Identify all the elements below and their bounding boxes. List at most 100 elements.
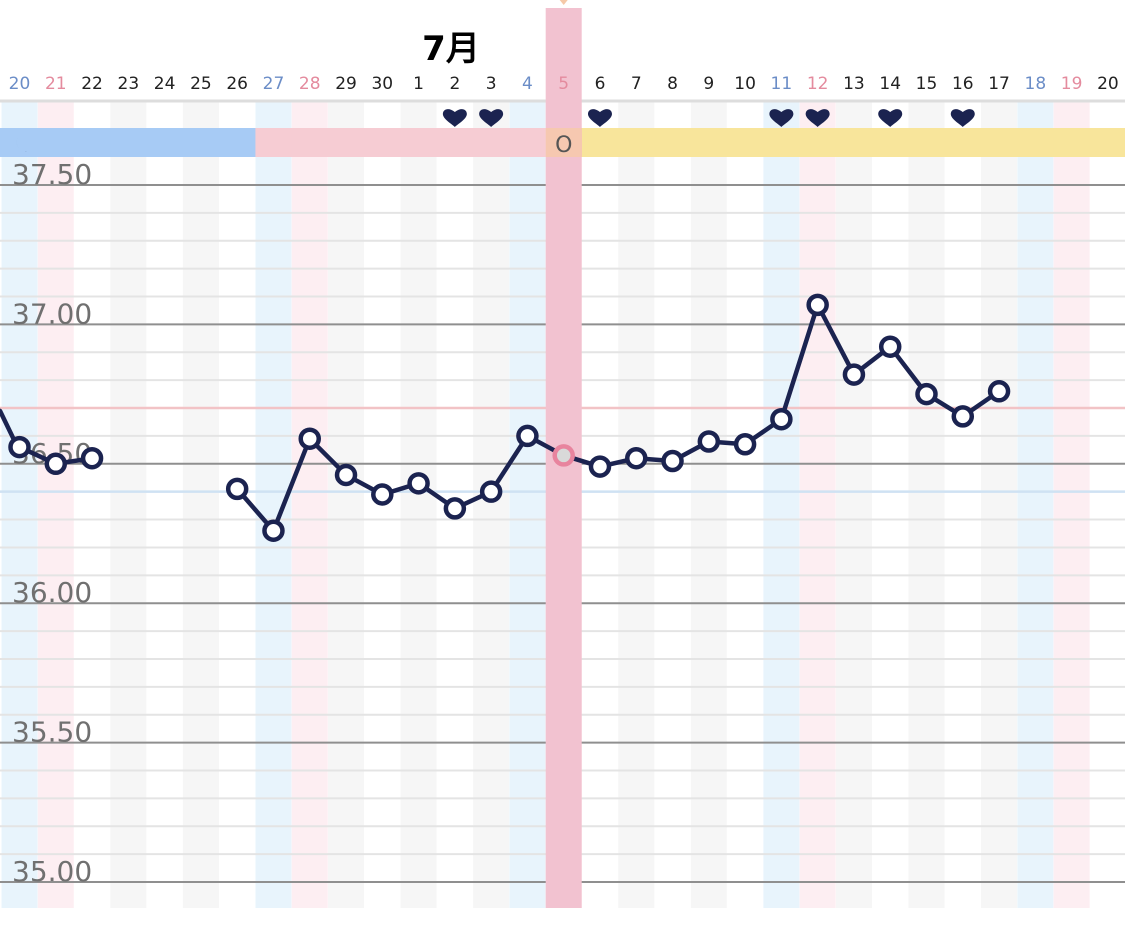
temperature-point [44, 452, 68, 476]
day-band [291, 100, 328, 908]
day-band [835, 100, 872, 908]
day-tick-label: 24 [154, 74, 176, 94]
day-tick-label: 9 [703, 74, 714, 94]
day-tick-label: 6 [595, 74, 606, 94]
day-band [908, 100, 945, 908]
temperature-point [661, 449, 684, 473]
day-tick-label: 20 [9, 74, 31, 94]
day-band [763, 100, 800, 908]
day-tick-label: 21 [45, 74, 67, 94]
temperature-point [625, 446, 648, 470]
day-tick-label: 27 [263, 74, 285, 94]
day-tick-label: 30 [371, 74, 393, 94]
series-line-segment [234, 302, 1002, 533]
heart-icon [769, 109, 794, 127]
temperature-point [334, 463, 358, 487]
temperature-point [697, 430, 721, 453]
temperature-point-selected [552, 444, 575, 467]
day-band [618, 100, 655, 908]
temperature-point [298, 427, 321, 450]
temperature-point [806, 293, 829, 317]
cycle-phase-bar: O [0, 128, 1125, 158]
day-tick-label: 14 [879, 74, 901, 94]
temperature-point [951, 405, 975, 428]
phase-bar-luteal [581, 128, 1125, 157]
selected-day-pointer [559, 0, 568, 5]
day-tick-label: 11 [771, 74, 793, 94]
temperature-point [878, 335, 902, 358]
day-tick-label: 7 [631, 74, 642, 94]
day-band [110, 100, 147, 908]
ovulation-label: O [555, 133, 572, 158]
temperature-point [262, 519, 285, 542]
heart-icon [479, 109, 504, 127]
y-tick-label: 35.00 [12, 855, 92, 888]
day-tick-label: 3 [486, 74, 497, 94]
day-tick-label: 18 [1025, 74, 1047, 94]
day-tick-label: 1 [413, 74, 424, 94]
heart-icon [950, 109, 975, 127]
phase-bar-menstruation [0, 128, 256, 157]
day-tick-label: 5 [558, 74, 569, 94]
day-tick-label: 2 [449, 74, 460, 94]
day-tick-label: 29 [335, 74, 357, 94]
temperature-point [443, 497, 467, 520]
day-tick-label: 8 [667, 74, 678, 94]
temperature-series [0, 293, 1011, 542]
day-band [400, 100, 437, 908]
day-tick-label: 28 [299, 74, 321, 94]
day-tick-label: 25 [190, 74, 212, 94]
temperature-point [407, 472, 430, 495]
temperature-point [770, 407, 793, 431]
heart-icon [587, 109, 612, 127]
day-tick-label: 19 [1061, 74, 1083, 94]
month-label: 7月 [422, 29, 480, 69]
day-band [328, 100, 365, 908]
temperature-point [479, 480, 503, 503]
day-tick-label: 15 [916, 74, 938, 94]
heart-icon [878, 109, 903, 127]
day-tick-label: 17 [988, 74, 1010, 94]
temperature-point [80, 446, 104, 470]
temperature-point [516, 424, 539, 448]
day-column-bands [1, 100, 1090, 908]
y-tick-label: 37.50 [12, 158, 92, 191]
day-tick-label: 16 [952, 74, 974, 94]
temperature-point [225, 477, 249, 501]
heart-icon [442, 109, 467, 127]
date-header: 7月 20 21 22 23 24 25 26 27 28 29 30 1 2 3 4 5 6 7 8 9 10 11 12… [9, 29, 1119, 94]
day-tick-label: 12 [807, 74, 829, 94]
heart-icon [805, 109, 830, 127]
temperature-point [371, 483, 394, 506]
temperature-point [588, 455, 612, 478]
y-tick-label: 35.50 [12, 716, 92, 749]
temperature-point [987, 380, 1011, 403]
day-tick-label: 13 [843, 74, 865, 94]
temperature-point [915, 382, 938, 406]
day-tick-label: 22 [81, 74, 103, 94]
y-tick-label: 36.00 [12, 576, 92, 609]
day-band [799, 100, 836, 908]
day-band [509, 100, 546, 908]
day-band [473, 100, 510, 908]
phase-bar-follicular [255, 128, 546, 157]
day-tick-label: 10 [734, 74, 756, 94]
day-band [1, 100, 38, 908]
intercourse-markers [442, 109, 975, 127]
temperature-point [842, 363, 866, 386]
y-tick-label: 37.00 [12, 297, 92, 330]
temperature-point [8, 435, 31, 459]
day-tick-label: 4 [522, 74, 533, 94]
day-tick-label: 20 [1097, 74, 1119, 94]
day-tick-label: 23 [118, 74, 140, 94]
day-band [981, 100, 1018, 908]
phase-bar-ovulation [545, 128, 582, 157]
day-band [690, 100, 727, 908]
day-tick-label: 26 [226, 74, 248, 94]
day-band [182, 100, 219, 908]
temperature-point [733, 433, 757, 456]
day-band [1017, 100, 1054, 908]
day-band [1053, 100, 1090, 908]
day-band [37, 100, 74, 908]
